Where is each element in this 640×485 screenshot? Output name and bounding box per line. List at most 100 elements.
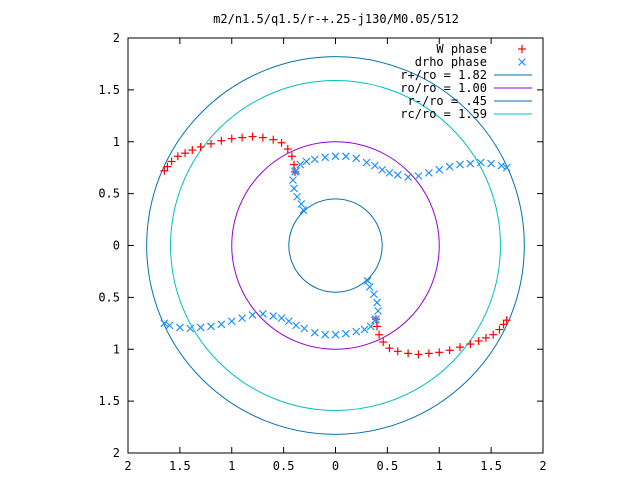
cross-marker-b [248, 311, 257, 319]
data-point [352, 154, 361, 163]
data-point [290, 160, 298, 169]
data-point [393, 171, 402, 179]
legend-cross-marker-b [518, 58, 526, 66]
ticks-layer: 2 1.5 1 0.5 0 0.5 1 1.5 221.510.500.511.52 [98, 31, 546, 473]
data-point [414, 350, 423, 359]
series-w-phase [160, 132, 511, 359]
circles-layer [146, 56, 525, 435]
cross-marker-b [373, 298, 381, 307]
cross-marker-b [321, 153, 330, 162]
data-point [160, 166, 169, 175]
data-point [269, 135, 278, 144]
cross-marker-b [352, 154, 361, 163]
data-point [196, 142, 205, 151]
cross-marker-b [362, 158, 371, 167]
data-point [258, 310, 267, 318]
data-point [207, 322, 215, 331]
cross-marker-b [365, 283, 374, 291]
cross-marker-b [393, 171, 402, 179]
data-point [160, 319, 169, 328]
data-point [290, 184, 298, 193]
cross-marker-b [302, 157, 311, 166]
cross-marker-b [502, 163, 511, 172]
cross-marker-b [165, 321, 174, 330]
cross-marker-b [331, 152, 340, 161]
data-point [258, 133, 267, 142]
x-tick-label: 2 [539, 459, 546, 473]
circle-3 [170, 80, 501, 411]
cross-marker-b [424, 168, 433, 177]
legend-item: rc/ro = 1.59 [400, 107, 532, 121]
data-point [393, 347, 402, 356]
data-point [217, 320, 226, 329]
data-point [373, 298, 381, 307]
legend-item: r-/ro = .45 [408, 94, 532, 108]
data-point [476, 158, 485, 167]
data-point [466, 340, 475, 349]
data-point [248, 132, 257, 141]
data-point [385, 344, 394, 353]
data-point [466, 159, 475, 168]
data-point [296, 160, 305, 169]
data-point [196, 323, 205, 332]
cross-marker-b [227, 317, 236, 326]
cross-marker-b [297, 200, 306, 208]
data-layer [160, 132, 511, 359]
legend-item: r+/ro = 1.82 [400, 68, 532, 82]
data-point [321, 153, 330, 162]
y-tick-label: 2 [113, 446, 120, 460]
data-point [289, 176, 297, 185]
y-tick-label: 0 [113, 239, 120, 253]
cross-marker-b [292, 321, 300, 330]
data-point [365, 283, 374, 291]
data-point [362, 158, 371, 167]
cross-marker-b [207, 322, 215, 331]
data-point [310, 328, 319, 337]
data-point [502, 316, 511, 325]
x-tick-label: 0.5 [377, 459, 399, 473]
data-point [163, 162, 172, 171]
cross-marker-b [414, 172, 423, 180]
legend-label: r-/ro = .45 [408, 94, 487, 108]
data-point [331, 152, 340, 161]
data-point [378, 165, 387, 174]
data-point [269, 312, 278, 320]
y-tick-label: 1 [113, 135, 120, 149]
cross-marker-b [310, 328, 319, 337]
data-point [445, 346, 454, 355]
cross-marker-b [476, 158, 485, 167]
data-point [497, 161, 506, 170]
data-point [186, 324, 195, 333]
x-tick-label: 2 [124, 459, 131, 473]
x-tick-label: 1 [436, 459, 443, 473]
chart-title: m2/n1.5/q1.5/r-+.25-j130/M0.05/512 [213, 12, 459, 26]
data-point [302, 157, 311, 166]
cross-marker-b [300, 324, 309, 333]
data-point [489, 330, 498, 339]
data-point [499, 320, 508, 329]
cross-marker-b [456, 160, 464, 169]
data-point [341, 329, 350, 338]
cross-marker-b [299, 206, 308, 215]
cross-marker-b [269, 312, 278, 320]
cross-marker-b [341, 329, 350, 338]
data-point [238, 133, 247, 142]
data-point [310, 155, 319, 164]
data-point [385, 168, 394, 177]
data-point [474, 336, 483, 345]
cross-marker-b [217, 320, 226, 329]
legend-label: ro/ro = 1.00 [400, 81, 487, 95]
cross-marker-b [366, 322, 375, 331]
data-point [495, 325, 504, 334]
cross-marker-b [445, 162, 454, 171]
series-drho-phase [160, 152, 511, 339]
data-point [277, 314, 286, 323]
y-tick-label: 0.5 [98, 187, 120, 201]
data-point [173, 152, 182, 161]
data-point [360, 325, 369, 334]
data-point [300, 324, 309, 333]
cross-marker-b [196, 323, 205, 332]
data-point [352, 327, 361, 336]
